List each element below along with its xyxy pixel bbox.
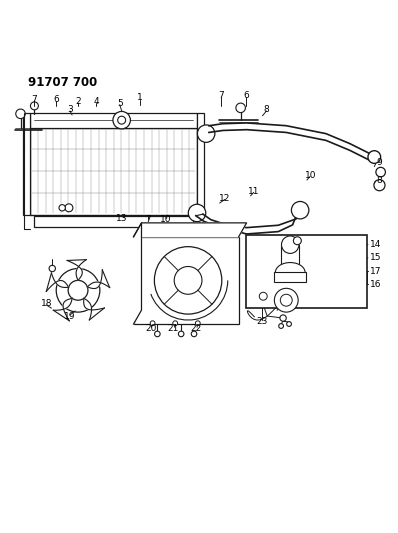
Polygon shape xyxy=(53,298,72,321)
Text: 6: 6 xyxy=(243,91,249,100)
Circle shape xyxy=(293,237,301,245)
Bar xyxy=(30,112,197,128)
Polygon shape xyxy=(67,260,86,280)
Text: 14: 14 xyxy=(370,240,381,249)
Circle shape xyxy=(279,324,283,328)
Bar xyxy=(281,245,299,266)
Circle shape xyxy=(274,288,298,312)
Polygon shape xyxy=(134,223,142,324)
Text: 1: 1 xyxy=(137,93,142,102)
Text: 4: 4 xyxy=(93,96,99,106)
Text: 15: 15 xyxy=(370,253,381,262)
Circle shape xyxy=(173,321,178,326)
Text: 18: 18 xyxy=(41,300,52,308)
Circle shape xyxy=(154,331,160,337)
Text: 10: 10 xyxy=(305,171,316,180)
Bar xyxy=(274,272,306,282)
Text: 9: 9 xyxy=(377,158,382,167)
Circle shape xyxy=(255,287,272,305)
Circle shape xyxy=(291,201,309,219)
Circle shape xyxy=(368,151,380,164)
Circle shape xyxy=(281,236,299,253)
Circle shape xyxy=(49,265,55,272)
Circle shape xyxy=(154,247,222,314)
Circle shape xyxy=(287,321,291,326)
Text: 16: 16 xyxy=(370,280,381,289)
Bar xyxy=(134,237,239,324)
Polygon shape xyxy=(84,298,104,320)
Text: 22: 22 xyxy=(190,324,201,333)
Polygon shape xyxy=(106,209,138,215)
Text: 12: 12 xyxy=(219,194,230,203)
Circle shape xyxy=(259,292,267,300)
Text: 8: 8 xyxy=(263,106,269,115)
Bar xyxy=(30,128,197,215)
Text: 20: 20 xyxy=(145,324,156,333)
Circle shape xyxy=(236,103,246,112)
Bar xyxy=(197,112,204,215)
Circle shape xyxy=(59,205,65,211)
Polygon shape xyxy=(87,270,109,288)
Text: 7: 7 xyxy=(145,215,151,224)
Text: 13: 13 xyxy=(116,214,127,223)
Bar xyxy=(34,216,193,227)
Text: 3: 3 xyxy=(67,106,73,115)
Text: 2: 2 xyxy=(75,96,81,106)
Text: 11: 11 xyxy=(248,187,259,196)
Circle shape xyxy=(16,109,25,118)
Circle shape xyxy=(178,331,184,337)
Polygon shape xyxy=(46,273,68,292)
Polygon shape xyxy=(134,223,247,237)
Circle shape xyxy=(174,266,202,294)
Text: 17: 17 xyxy=(370,266,381,276)
Circle shape xyxy=(30,102,38,110)
Circle shape xyxy=(280,294,292,306)
Text: 6: 6 xyxy=(53,95,59,104)
Circle shape xyxy=(191,331,197,337)
Text: 10: 10 xyxy=(160,215,171,224)
Circle shape xyxy=(65,204,73,212)
Circle shape xyxy=(188,204,206,222)
Text: 19: 19 xyxy=(64,312,76,320)
Text: 23: 23 xyxy=(256,317,267,326)
Circle shape xyxy=(68,280,88,300)
Circle shape xyxy=(150,321,155,326)
Circle shape xyxy=(374,180,385,191)
Circle shape xyxy=(56,269,100,312)
Circle shape xyxy=(280,315,286,321)
Bar xyxy=(246,235,367,308)
Text: 7: 7 xyxy=(31,95,37,104)
Circle shape xyxy=(113,111,131,129)
Circle shape xyxy=(376,167,385,177)
Circle shape xyxy=(195,321,200,326)
Circle shape xyxy=(118,116,126,124)
Text: 91707 700: 91707 700 xyxy=(29,76,98,88)
Circle shape xyxy=(197,125,215,142)
Bar xyxy=(23,112,30,215)
Text: 8: 8 xyxy=(377,175,382,184)
Text: 21: 21 xyxy=(168,324,179,333)
Text: 5: 5 xyxy=(117,99,123,108)
Ellipse shape xyxy=(275,263,305,282)
Text: 7: 7 xyxy=(218,91,224,100)
